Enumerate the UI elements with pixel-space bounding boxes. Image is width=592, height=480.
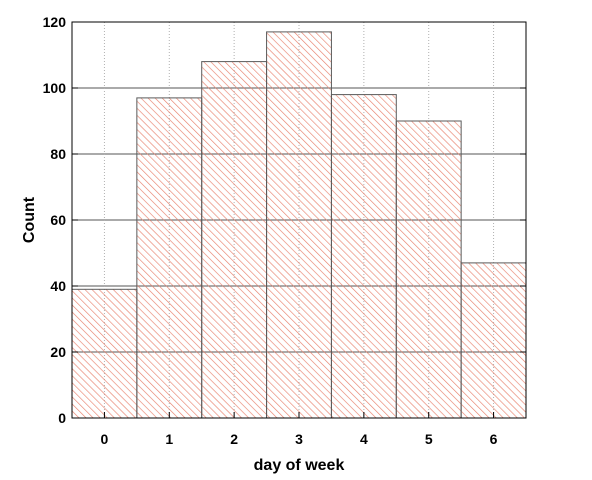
axes: [72, 21, 526, 419]
x-tick-label: 1: [165, 431, 173, 447]
x-axis-label: day of week: [254, 457, 345, 474]
y-tick-label: 80: [50, 146, 66, 162]
x-tick-label: 0: [101, 431, 109, 447]
x-tick-labels: 0 1 2 3 4 5 6: [101, 431, 498, 447]
bar: [395, 120, 462, 419]
x-tick-label: 3: [295, 431, 303, 447]
bar: [460, 262, 527, 419]
bar: [71, 288, 138, 419]
x-tick-label: 6: [490, 431, 498, 447]
bar: [266, 31, 332, 419]
y-tick-label: 100: [43, 80, 67, 96]
y-tick-labels: 0 20 40 60 80 100 120: [43, 14, 67, 426]
y-tick-label: 0: [58, 410, 66, 426]
y-tick-label: 20: [50, 344, 66, 360]
bar: [136, 97, 203, 419]
x-tick-label: 4: [360, 431, 368, 447]
bars: [71, 31, 527, 419]
bar: [330, 94, 397, 419]
y-tick-label: 120: [43, 14, 67, 30]
x-tick-label: 2: [230, 431, 238, 447]
x-tick-label: 5: [425, 431, 433, 447]
y-axis-label: Count: [21, 196, 38, 243]
y-tick-label: 60: [50, 212, 66, 228]
y-tick-label: 40: [50, 278, 66, 294]
bar: [201, 61, 268, 419]
